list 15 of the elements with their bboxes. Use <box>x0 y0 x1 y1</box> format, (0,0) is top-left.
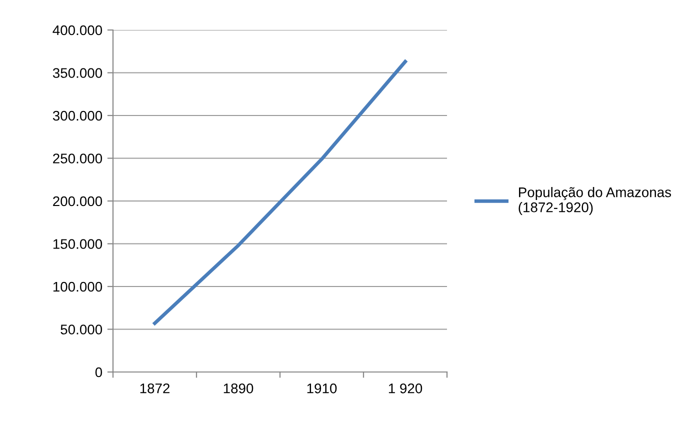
y-tick-label: 200.000 <box>53 196 102 206</box>
x-tick-label: 1890 <box>224 383 254 394</box>
line-series <box>153 60 407 325</box>
x-tick-label: 1872 <box>140 383 170 394</box>
y-tick-label: 50.000 <box>60 324 102 334</box>
x-tick-label: 1 920 <box>388 383 422 394</box>
y-tick-label: 250.000 <box>53 154 102 164</box>
y-tick-label: 300.000 <box>52 110 102 121</box>
y-tick-label: 150.000 <box>53 239 102 249</box>
legend-label: População do Amazonas (1872-1920) <box>518 187 672 215</box>
y-tick-label: 350.000 <box>52 68 102 78</box>
y-tick-label: 0 <box>95 367 102 378</box>
x-tick-label: 1910 <box>307 383 337 394</box>
y-tick-label: 400.000 <box>52 25 102 36</box>
y-tick-label: 100.000 <box>53 282 102 292</box>
